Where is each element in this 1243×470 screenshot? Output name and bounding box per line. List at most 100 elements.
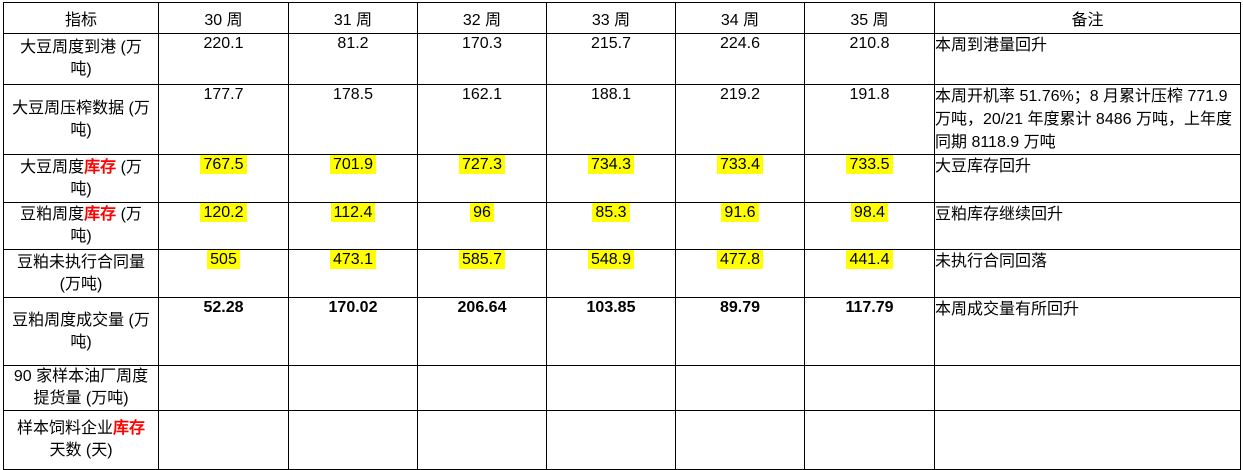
cell-soymeal-weekly-inventory-week-35: 98.4 (804, 202, 935, 250)
value-text: 219.2 (719, 86, 761, 103)
row-label-sample-feed-enterprise-inventory-days: 样本饲料企业库存 天数 (天) (3, 410, 159, 470)
table-row-soybean-weekly-crush: 大豆周压榨数据 (万 吨) 177.7 178.5 162.1 188.1 219.2 19… (3, 84, 1241, 155)
cell-soymeal-weekly-inventory-week-31: 112.4 (288, 202, 418, 250)
value-text: 112.4 (330, 203, 376, 222)
row-label-sample-oil-mills-weekly-pickup: 90 家样本油厂周度 提货量 (万吨) (3, 365, 159, 411)
value-text: 441.4 (846, 250, 893, 269)
cell-sample-oil-mills-weekly-pickup-week-32 (417, 365, 547, 411)
value-text: 215.7 (590, 35, 632, 52)
value-text: 103.85 (586, 299, 636, 316)
value-text: 96 (470, 203, 494, 222)
cell-sample-feed-enterprise-inventory-days-week-30 (158, 410, 289, 470)
weekly-data-table: 指标 30 周 31 周 32 周 33 周 34 周 35 周备注 大豆周度到港 (万 吨… (3, 2, 1241, 470)
label-red-segment: 库存 (84, 206, 117, 223)
label-segment: 豆粕未执行合同量 (万吨) (16, 253, 145, 293)
value-text: 477.8 (716, 250, 764, 269)
remark-soymeal-outstanding-contracts: 未执行合同回落 (934, 249, 1241, 298)
cell-sample-feed-enterprise-inventory-days-week-31 (288, 410, 418, 470)
cell-soymeal-outstanding-contracts-week-34: 477.8 (675, 249, 805, 298)
cell-soymeal-outstanding-contracts-week-32: 585.7 (417, 249, 547, 298)
value-text: 210.8 (849, 35, 890, 52)
cell-soymeal-weekly-inventory-week-34: 91.6 (675, 202, 805, 250)
table-row-soymeal-weekly-trade-volume: 豆粕周度成交量 (万 吨) 52.28 170.02 206.64 103.85 89.7… (3, 297, 1241, 366)
value-text: 191.8 (849, 86, 890, 103)
cell-soymeal-outstanding-contracts-week-31: 473.1 (288, 249, 418, 298)
cell-soybean-weekly-crush-week-30: 177.7 (158, 84, 289, 155)
cell-soybean-weekly-crush-week-33: 188.1 (546, 84, 676, 155)
value-text: 585.7 (458, 250, 506, 269)
value-text: 177.7 (203, 86, 244, 103)
row-label-soybean-weekly-arrival: 大豆周度到港 (万 吨) (3, 33, 159, 85)
value-text: 473.1 (329, 250, 377, 269)
label-segment: 豆粕周度 (20, 206, 85, 223)
value-text: 98.4 (850, 203, 889, 222)
column-header-week-30: 30 周 (158, 2, 289, 34)
value-text: 117.79 (845, 299, 894, 316)
cell-soymeal-weekly-inventory-week-32: 96 (417, 202, 547, 250)
label-segment: 大豆周度到港 (万 吨) (20, 39, 142, 78)
cell-soymeal-weekly-trade-volume-week-30: 52.28 (158, 297, 289, 366)
column-header-indicator: 指标 (3, 2, 159, 34)
value-text: 505 (207, 250, 240, 269)
table-row-soymeal-outstanding-contracts: 豆粕未执行合同量 (万吨) 505 473.1 585.7 548.9 477.8 441.… (3, 249, 1241, 298)
value-text: 701.9 (329, 155, 377, 174)
value-text: 170.3 (461, 35, 503, 52)
cell-soybean-weekly-inventory-week-31: 701.9 (288, 154, 418, 203)
label-segment: 天数 (天) (49, 442, 113, 459)
cell-sample-oil-mills-weekly-pickup-week-34 (675, 365, 805, 411)
remark-soybean-weekly-crush: 本周开机率 51.76%；8 月累计压榨 771.9 万吨，20/21 年度累计… (934, 84, 1241, 155)
label-segment: 样本饲料企业 (16, 420, 113, 437)
value-text: 224.6 (719, 35, 761, 52)
label-segment: 大豆周度 (20, 158, 85, 176)
label-segment: (万 吨) (70, 158, 142, 198)
column-header-week-35: 35 周 (804, 2, 935, 34)
cell-soybean-weekly-crush-week-35: 191.8 (804, 84, 935, 155)
row-label-soybean-weekly-crush: 大豆周压榨数据 (万 吨) (3, 84, 159, 155)
value-text: 733.5 (846, 155, 893, 174)
row-label-soymeal-weekly-inventory: 豆粕周度库存 (万 吨) (3, 202, 159, 250)
label-segment: 90 家样本油厂周度 提货量 (万吨) (13, 368, 149, 407)
value-text: 52.28 (203, 299, 244, 316)
table-body: 大豆周度到港 (万 吨) 220.1 81.2 170.3 215.7 224.6 210.… (3, 33, 1241, 470)
remark-sample-feed-enterprise-inventory-days (934, 410, 1241, 470)
label-segment: 大豆周压榨数据 (万 吨) (12, 99, 150, 139)
value-text: 206.64 (457, 299, 507, 316)
column-header-week-33: 33 周 (546, 2, 676, 34)
cell-soybean-weekly-crush-week-31: 178.5 (288, 84, 418, 155)
cell-soymeal-outstanding-contracts-week-35: 441.4 (804, 249, 935, 298)
table-header: 指标 30 周 31 周 32 周 33 周 34 周 35 周备注 (3, 2, 1241, 34)
header-row: 指标 30 周 31 周 32 周 33 周 34 周 35 周备注 (3, 2, 1241, 34)
cell-sample-oil-mills-weekly-pickup-week-35 (804, 365, 935, 411)
cell-soymeal-outstanding-contracts-week-33: 548.9 (546, 249, 676, 298)
value-text: 178.5 (332, 86, 374, 103)
value-text: 188.1 (590, 86, 632, 103)
cell-soybean-weekly-arrival-week-34: 224.6 (675, 33, 805, 85)
label-red-segment: 库存 (84, 158, 117, 176)
column-header-week-34: 34 周 (675, 2, 805, 34)
remark-sample-oil-mills-weekly-pickup (934, 365, 1241, 411)
cell-soybean-weekly-arrival-week-31: 81.2 (288, 33, 418, 85)
value-text: 120.2 (200, 203, 247, 222)
cell-soymeal-weekly-trade-volume-week-33: 103.85 (546, 297, 676, 366)
remark-soybean-weekly-inventory: 大豆库存回升 (934, 154, 1241, 203)
value-text: 91.6 (721, 203, 759, 222)
value-text: 85.3 (592, 203, 630, 222)
cell-soymeal-weekly-inventory-week-33: 85.3 (546, 202, 676, 250)
cell-soybean-weekly-arrival-week-33: 215.7 (546, 33, 676, 85)
row-label-soymeal-weekly-trade-volume: 豆粕周度成交量 (万 吨) (3, 297, 159, 366)
cell-soymeal-weekly-inventory-week-30: 120.2 (158, 202, 289, 250)
value-text: 767.5 (200, 155, 247, 174)
value-text: 548.9 (587, 250, 635, 269)
value-text: 81.2 (337, 35, 369, 52)
table-row-soybean-weekly-arrival: 大豆周度到港 (万 吨) 220.1 81.2 170.3 215.7 224.6 210.… (3, 33, 1241, 85)
value-text: 89.79 (719, 299, 761, 316)
row-label-soybean-weekly-inventory: 大豆周度库存 (万 吨) (3, 154, 159, 203)
column-header-remarks: 备注 (934, 2, 1241, 34)
row-label-soymeal-outstanding-contracts: 豆粕未执行合同量 (万吨) (3, 249, 159, 298)
value-text: 727.3 (458, 155, 506, 174)
cell-soymeal-weekly-trade-volume-week-35: 117.79 (804, 297, 935, 366)
cell-soybean-weekly-arrival-week-35: 210.8 (804, 33, 935, 85)
cell-soybean-weekly-crush-week-32: 162.1 (417, 84, 547, 155)
cell-soybean-weekly-inventory-week-33: 734.3 (546, 154, 676, 203)
